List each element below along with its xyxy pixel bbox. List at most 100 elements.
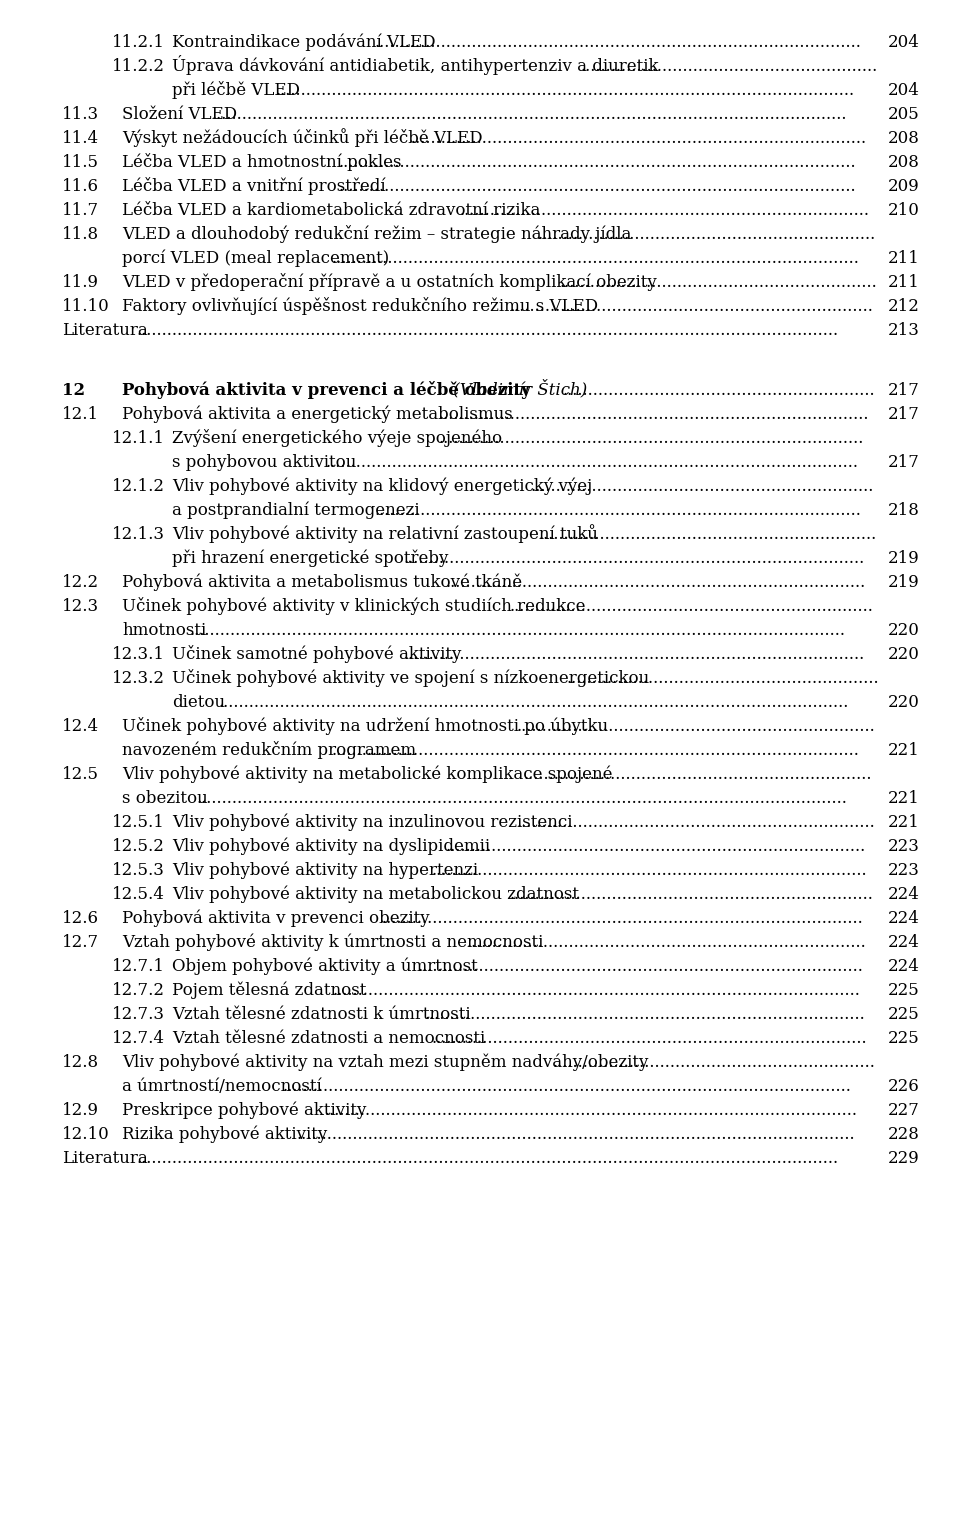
Text: 11.6: 11.6 bbox=[62, 177, 99, 195]
Text: ................................................................................: ........................................… bbox=[325, 453, 858, 470]
Text: ................................................................................: ........................................… bbox=[382, 909, 863, 926]
Text: ................................................................................: ........................................… bbox=[339, 154, 856, 171]
Text: 11.9: 11.9 bbox=[62, 273, 99, 291]
Text: 218: 218 bbox=[888, 502, 920, 519]
Text: 208: 208 bbox=[888, 154, 920, 171]
Text: Vztah tělesné zdatnosti k úmrtnosti: Vztah tělesné zdatnosti k úmrtnosti bbox=[172, 1006, 470, 1022]
Text: Vliv pohybové aktivity na hypertenzi: Vliv pohybové aktivity na hypertenzi bbox=[172, 861, 478, 879]
Text: 219: 219 bbox=[888, 549, 920, 566]
Text: ................................................................................: ........................................… bbox=[190, 621, 846, 639]
Text: Zvýšení energetického výeje spojeného: Zvýšení energetického výeje spojeného bbox=[172, 429, 502, 447]
Text: ..............................................................: ........................................… bbox=[559, 273, 876, 291]
Text: 217: 217 bbox=[888, 382, 920, 398]
Text: 221: 221 bbox=[888, 813, 920, 830]
Text: ................................................................................: ........................................… bbox=[410, 130, 866, 146]
Text: ................................................................................: ........................................… bbox=[432, 862, 867, 879]
Text: 205: 205 bbox=[888, 105, 920, 122]
Text: 223: 223 bbox=[888, 862, 920, 879]
Text: 208: 208 bbox=[888, 130, 920, 146]
Text: 225: 225 bbox=[888, 1030, 920, 1047]
Text: 12.4: 12.4 bbox=[62, 717, 99, 734]
Text: 11.5: 11.5 bbox=[62, 154, 99, 171]
Text: 225: 225 bbox=[888, 981, 920, 998]
Text: ................................................................................: ........................................… bbox=[332, 250, 860, 267]
Text: 12.7.1: 12.7.1 bbox=[112, 958, 165, 975]
Text: Faktory ovlivňující úspěšnost redukčního režimu s VLED: Faktory ovlivňující úspěšnost redukčního… bbox=[122, 296, 598, 314]
Text: ................................................................................: ........................................… bbox=[137, 322, 839, 339]
Text: 11.2.2: 11.2.2 bbox=[112, 58, 165, 75]
Text: 204: 204 bbox=[888, 82, 920, 99]
Text: 217: 217 bbox=[888, 406, 920, 423]
Text: 12.7.3: 12.7.3 bbox=[112, 1006, 165, 1022]
Text: 11.2.1: 11.2.1 bbox=[112, 34, 165, 50]
Text: 224: 224 bbox=[888, 909, 920, 926]
Text: Vztah pohybové aktivity k úmrtnosti a nemocnosti: Vztah pohybové aktivity k úmrtnosti a ne… bbox=[122, 934, 543, 951]
Text: ................................................................................: ........................................… bbox=[460, 201, 870, 218]
Text: Vztah tělesné zdatnosti a nemocnosti: Vztah tělesné zdatnosti a nemocnosti bbox=[172, 1030, 485, 1047]
Text: 220: 220 bbox=[888, 645, 920, 662]
Text: 12.10: 12.10 bbox=[62, 1126, 109, 1143]
Text: 11.4: 11.4 bbox=[62, 130, 99, 146]
Text: Vliv pohybové aktivity na vztah mezi stupněm nadváhy/obezity: Vliv pohybové aktivity na vztah mezi stu… bbox=[122, 1053, 648, 1071]
Text: 12: 12 bbox=[62, 382, 85, 398]
Text: 12.9: 12.9 bbox=[62, 1102, 99, 1119]
Text: Literatura: Literatura bbox=[62, 1149, 148, 1167]
Text: ......................................................................: ........................................… bbox=[516, 717, 876, 734]
Text: Léčba VLED a vnitřní prostředí: Léčba VLED a vnitřní prostředí bbox=[122, 177, 386, 195]
Text: 12.2: 12.2 bbox=[62, 574, 99, 591]
Text: 12.7.4: 12.7.4 bbox=[112, 1030, 165, 1047]
Text: Výskyt nežádoucích účinků při léčbě VLED: Výskyt nežádoucích účinků při léčbě VLED bbox=[122, 128, 483, 146]
Text: Učinek pohybové aktivity ve spojení s nízkoenergetickou: Učinek pohybové aktivity ve spojení s ní… bbox=[172, 668, 649, 687]
Text: 210: 210 bbox=[888, 201, 920, 218]
Text: .......................................................................: ........................................… bbox=[510, 598, 874, 615]
Text: 217: 217 bbox=[888, 453, 920, 470]
Text: Učinek pohybové aktivity v klinických studiích redukce: Učinek pohybové aktivity v klinických st… bbox=[122, 597, 586, 615]
Text: VLED v předoperační přípravě a u ostatních komplikací obezity: VLED v předoperační přípravě a u ostatní… bbox=[122, 273, 657, 291]
Text: ....................................................................: ........................................… bbox=[523, 766, 872, 783]
Text: při hrazení energetické spotřeby: při hrazení energetické spotřeby bbox=[172, 549, 448, 566]
Text: 12.6: 12.6 bbox=[62, 909, 99, 926]
Text: Pohybová aktivita a metabolismus tukové tkáně: Pohybová aktivita a metabolismus tukové … bbox=[122, 574, 522, 591]
Text: ...................................................................: ........................................… bbox=[531, 478, 875, 494]
Text: při léčbě VLED: při léčbě VLED bbox=[172, 81, 300, 99]
Text: Léčba VLED a hmotnostní pokles: Léčba VLED a hmotnostní pokles bbox=[122, 153, 401, 171]
Text: hmotnosti: hmotnosti bbox=[122, 621, 206, 639]
Text: 12.5.2: 12.5.2 bbox=[112, 838, 165, 855]
Text: ................................................................................: ........................................… bbox=[332, 742, 860, 758]
Text: Učinek samotné pohybové aktivity: Učinek samotné pohybové aktivity bbox=[172, 644, 462, 662]
Text: Literatura: Literatura bbox=[62, 322, 148, 339]
Text: a úmrtností/nemocností: a úmrtností/nemocností bbox=[122, 1077, 322, 1094]
Text: Preskripce pohybové aktivity: Preskripce pohybové aktivity bbox=[122, 1102, 367, 1119]
Text: Vliv pohybové aktivity na inzulinovou rezistenci: Vliv pohybové aktivity na inzulinovou re… bbox=[172, 813, 572, 830]
Text: Učinek pohybové aktivity na udržení hmotnosti po úbytku: Učinek pohybové aktivity na udržení hmot… bbox=[122, 717, 608, 734]
Text: ................................................................................: ........................................… bbox=[403, 549, 864, 566]
Text: ......................................................................: ........................................… bbox=[516, 813, 876, 830]
Text: 228: 228 bbox=[888, 1126, 920, 1143]
Text: Vliv pohybové aktivity na klidový energetický výej: Vliv pohybové aktivity na klidový energe… bbox=[172, 478, 592, 494]
Text: Vliv pohybové aktivity na relativní zastoupení tuků: Vliv pohybové aktivity na relativní zast… bbox=[172, 523, 598, 543]
Text: navozeném redukčním programem: navozeném redukčním programem bbox=[122, 740, 416, 758]
Text: 227: 227 bbox=[888, 1102, 920, 1119]
Text: Vliv pohybové aktivity na metabolickou zdatnost: Vliv pohybové aktivity na metabolickou z… bbox=[172, 885, 579, 903]
Text: Složení VLED: Složení VLED bbox=[122, 105, 237, 122]
Text: 12.3: 12.3 bbox=[62, 598, 99, 615]
Text: ................................................................................: ........................................… bbox=[211, 105, 847, 122]
Text: Kontraindikace podávání VLED: Kontraindikace podávání VLED bbox=[172, 34, 436, 50]
Text: 220: 220 bbox=[888, 694, 920, 711]
Text: 221: 221 bbox=[888, 742, 920, 758]
Text: ................................................................................: ........................................… bbox=[403, 645, 864, 662]
Text: 225: 225 bbox=[888, 1006, 920, 1022]
Text: ................................................................................: ........................................… bbox=[374, 34, 862, 50]
Text: 12.1.1: 12.1.1 bbox=[112, 430, 165, 447]
Text: 12.3.1: 12.3.1 bbox=[112, 645, 165, 662]
Text: ................................................................................: ........................................… bbox=[439, 406, 869, 423]
Text: 229: 229 bbox=[888, 1149, 920, 1167]
Text: 223: 223 bbox=[888, 838, 920, 855]
Text: 12.1.2: 12.1.2 bbox=[112, 478, 165, 494]
Text: Vliv pohybové aktivity na metabolické komplikace spojené: Vliv pohybové aktivity na metabolické ko… bbox=[122, 765, 612, 783]
Text: VLED a dlouhodobý redukční režim – strategie náhrady jídla: VLED a dlouhodobý redukční režim – strat… bbox=[122, 224, 632, 243]
Text: ................................................................................: ........................................… bbox=[418, 958, 863, 975]
Text: 12.5.4: 12.5.4 bbox=[112, 885, 165, 903]
Text: ................................................................................: ........................................… bbox=[424, 1006, 865, 1022]
Text: 11.7: 11.7 bbox=[62, 201, 99, 218]
